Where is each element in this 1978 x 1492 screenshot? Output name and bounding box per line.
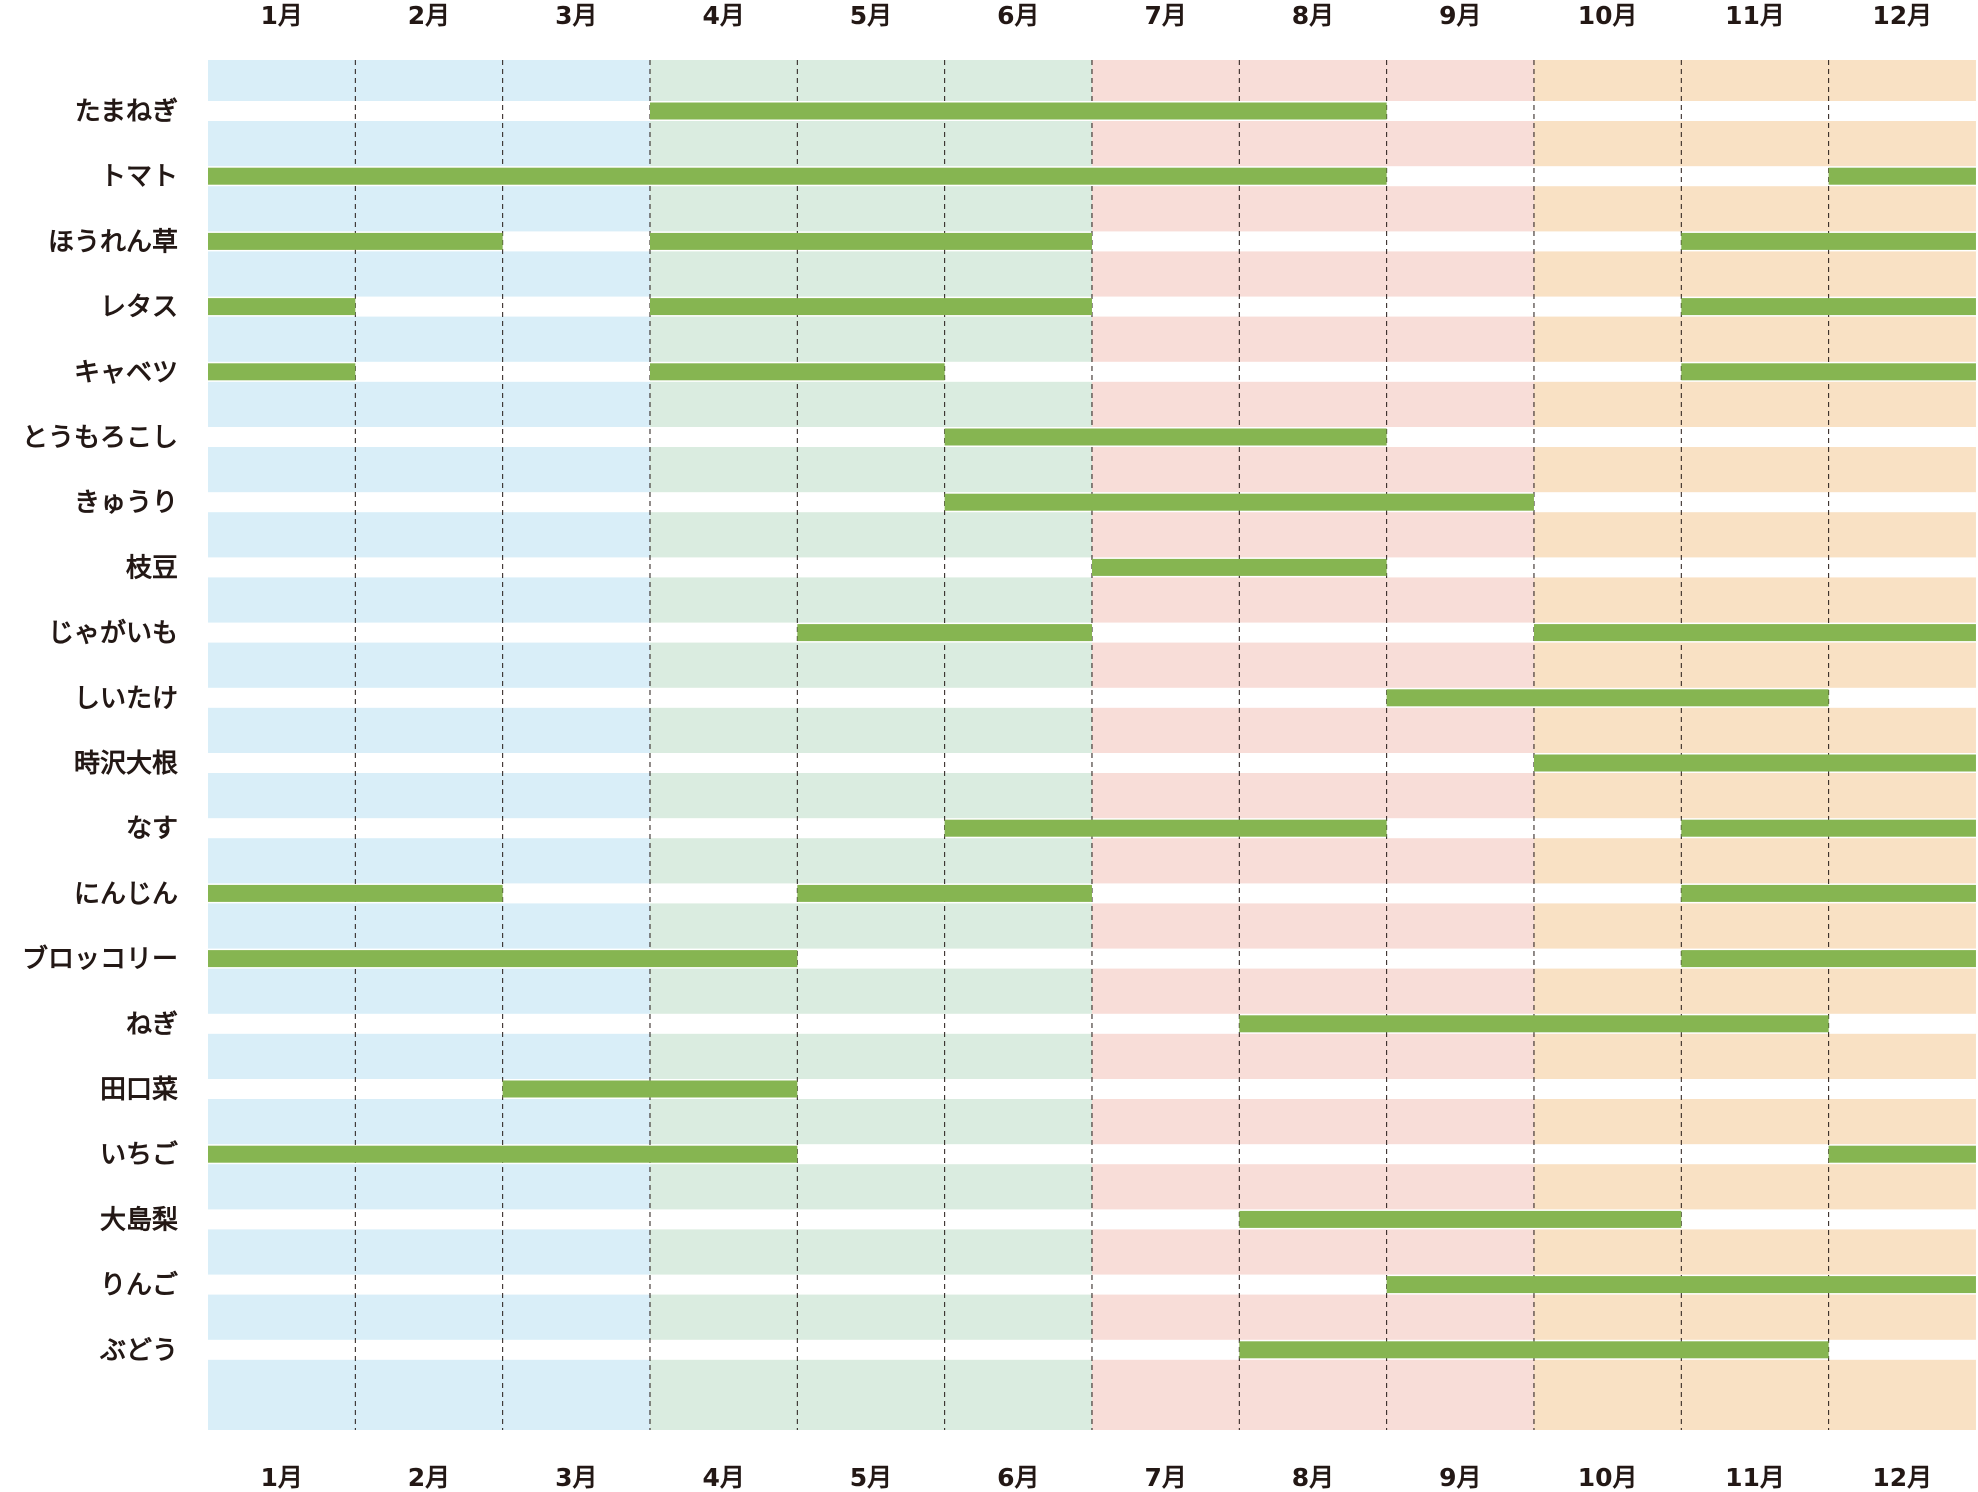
season-band-spring xyxy=(649,60,1092,1430)
harvest-bar xyxy=(1681,884,1976,902)
item-label: とうもろこし xyxy=(22,423,178,453)
harvest-bar xyxy=(1239,1210,1682,1228)
harvest-bar xyxy=(1386,1276,1976,1294)
harvest-bar xyxy=(1828,1145,1976,1163)
item-label: にんじん xyxy=(74,879,178,909)
harvest-bar xyxy=(1828,167,1976,185)
top-month-label: 12月 xyxy=(1872,1,1932,30)
harvest-bar xyxy=(208,167,1387,185)
bottom-month-label: 1月 xyxy=(260,1463,302,1492)
item-label: 時沢大根 xyxy=(74,749,178,779)
item-label: きゅうり xyxy=(74,488,178,518)
item-label: たまねぎ xyxy=(75,97,178,127)
harvest-bar xyxy=(944,428,1387,446)
bottom-month-label: 10月 xyxy=(1578,1463,1638,1492)
harvest-bar xyxy=(1239,1341,1829,1359)
bottom-month-label: 9月 xyxy=(1439,1463,1481,1492)
bottom-month-label: 7月 xyxy=(1144,1463,1186,1492)
harvest-bar xyxy=(1681,298,1976,316)
top-month-label: 10月 xyxy=(1578,1,1638,30)
top-month-label: 1月 xyxy=(260,1,302,30)
item-label: じゃがいも xyxy=(48,618,178,649)
top-month-axis: 1月 2月 3月 4月 5月 6月 7月 8月 9月 10月 11月 12月 xyxy=(260,1,1932,30)
item-label: ねぎ xyxy=(126,1010,178,1040)
item-label: ブロッコリー xyxy=(22,944,178,975)
bottom-month-label: 12月 xyxy=(1872,1463,1932,1492)
bottom-month-axis: 1月 2月 3月 4月 5月 6月 7月 8月 9月 10月 11月 12月 xyxy=(260,1463,1932,1492)
bottom-month-label: 11月 xyxy=(1725,1463,1785,1492)
item-axis: たまねぎトマトほうれん草レタスキャベツとうもろこしきゅうり枝豆じゃがいもしいたけ… xyxy=(22,97,178,1366)
harvest-bar xyxy=(208,232,503,250)
harvest-bar xyxy=(1681,950,1976,968)
item-label: ぶどう xyxy=(99,1336,178,1366)
harvest-bar xyxy=(208,363,356,381)
item-label: 枝豆 xyxy=(126,553,178,583)
harvest-bar xyxy=(1681,232,1976,250)
item-label: 大島梨 xyxy=(100,1205,178,1235)
harvest-bar xyxy=(1533,754,1976,772)
harvest-bar xyxy=(649,363,945,381)
season-band-winter xyxy=(208,60,650,1430)
harvest-bars xyxy=(208,102,1976,1359)
harvest-bar xyxy=(944,493,1534,511)
item-label: 田口菜 xyxy=(100,1075,178,1105)
harvest-bar xyxy=(944,819,1387,837)
item-label: いちご xyxy=(100,1139,178,1170)
season-band-summer xyxy=(1091,60,1534,1430)
top-month-label: 9月 xyxy=(1439,1,1481,30)
harvest-bar xyxy=(1681,363,1976,381)
top-month-label: 7月 xyxy=(1144,1,1186,30)
month-grid-lines xyxy=(354,60,1830,1430)
top-month-label: 2月 xyxy=(408,1,450,30)
item-label: レタス xyxy=(100,293,178,323)
season-bands xyxy=(208,60,1976,1430)
item-label: キャベツ xyxy=(74,358,178,388)
harvest-bar xyxy=(649,102,1387,120)
top-month-label: 3月 xyxy=(555,1,597,30)
harvest-bar xyxy=(208,950,798,968)
harvest-bar xyxy=(1239,1015,1829,1033)
bottom-month-label: 3月 xyxy=(555,1463,597,1492)
bottom-month-label: 2月 xyxy=(408,1463,450,1492)
harvest-bar xyxy=(502,1080,798,1098)
top-month-label: 5月 xyxy=(850,1,892,30)
harvest-bar xyxy=(649,232,1092,250)
bottom-month-label: 5月 xyxy=(850,1463,892,1492)
harvest-bar xyxy=(1091,558,1387,576)
harvest-bar xyxy=(649,298,1092,316)
harvest-bar xyxy=(797,884,1092,902)
season-band-autumn xyxy=(1533,60,1976,1430)
harvest-bar xyxy=(1681,819,1976,837)
harvest-bar xyxy=(1386,689,1829,707)
bottom-month-label: 6月 xyxy=(997,1463,1039,1492)
top-month-label: 4月 xyxy=(702,1,744,30)
item-label: ほうれん草 xyxy=(48,227,178,257)
top-month-label: 8月 xyxy=(1292,1,1334,30)
bottom-month-label: 4月 xyxy=(702,1463,744,1492)
harvest-bar xyxy=(208,298,356,316)
harvest-bar xyxy=(208,884,503,902)
item-label: なす xyxy=(126,814,178,844)
top-month-label: 6月 xyxy=(997,1,1039,30)
item-label: トマト xyxy=(100,162,178,192)
item-label: りんご xyxy=(100,1270,178,1301)
harvest-bar xyxy=(208,1145,798,1163)
item-label: しいたけ xyxy=(74,684,178,714)
harvest-bar xyxy=(1533,624,1976,642)
harvest-bar xyxy=(797,624,1092,642)
top-month-label: 11月 xyxy=(1725,1,1785,30)
bottom-month-label: 8月 xyxy=(1292,1463,1334,1492)
